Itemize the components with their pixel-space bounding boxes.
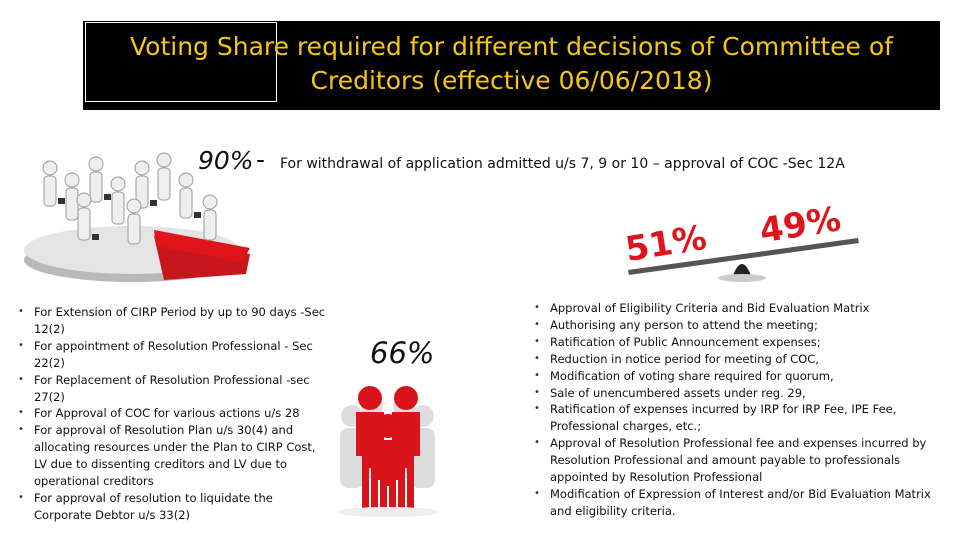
title-frame [85,22,277,102]
people-group-icon [338,386,438,517]
withdrawal-rule-text: For withdrawal of application admitted u… [280,156,845,172]
crowd-pie-chart-icon [24,152,250,282]
percent-90-label: 90% [198,146,254,175]
list-item: Approval of Resolution Professional fee … [530,435,940,486]
percent-66-label: 66% [370,336,435,370]
list-item: For Replacement of Resolution Profession… [14,372,332,406]
slide-title: Voting Share required for different deci… [83,30,940,98]
percent-separator: - [256,145,266,174]
list-item: For Approval of COC for various actions … [14,405,332,422]
list-item: Modification of voting share required fo… [530,368,940,385]
list-item: Modification of Expression of Interest a… [530,486,940,520]
list-item: Ratification of Public Announcement expe… [530,334,940,351]
list-item: Ratification of expenses incurred by IRP… [530,401,940,435]
list-item: For approval of resolution to liquidate … [14,490,332,524]
title-line-1: Voting Share required for different deci… [130,32,893,61]
list-66-percent: For Extension of CIRP Period by up to 90… [14,304,332,524]
list-item: For Extension of CIRP Period by up to 90… [14,304,332,338]
list-item: For appointment of Resolution Profession… [14,338,332,372]
list-item: Approval of Eligibility Criteria and Bid… [530,300,940,317]
seesaw-icon: 51% 49% [623,199,859,282]
list-item: Sale of unencumbered assets under reg. 2… [530,385,940,402]
list-51-percent: Approval of Eligibility Criteria and Bid… [530,300,940,520]
list-item: For approval of Resolution Plan u/s 30(4… [14,422,332,490]
title-line-2: Creditors (effective 06/06/2018) [310,66,713,95]
list-item: Reduction in notice period for meeting o… [530,351,940,368]
title-banner [83,21,940,110]
list-item: Authorising any person to attend the mee… [530,317,940,334]
